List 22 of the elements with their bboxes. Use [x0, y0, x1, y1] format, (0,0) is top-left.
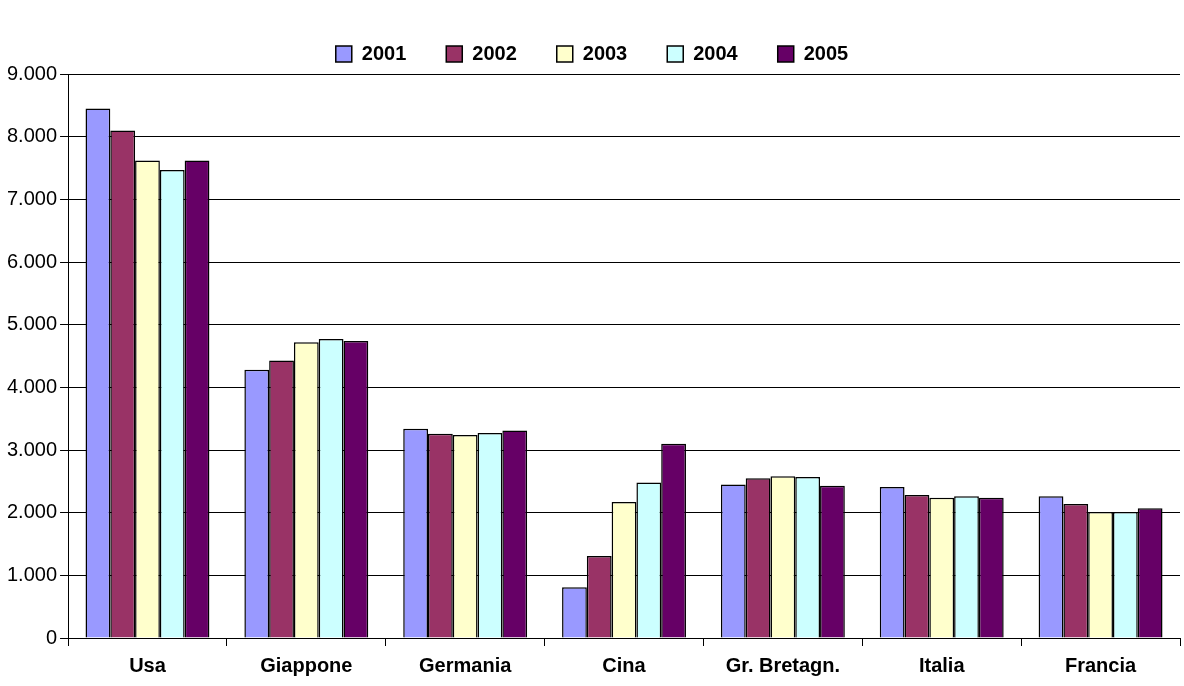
y-tick-label: 2.000 [6, 500, 58, 523]
y-tick-label: 9.000 [6, 61, 58, 84]
y-tick-label: 4.000 [6, 374, 58, 397]
y-tick-label: 7.000 [6, 186, 58, 209]
legend-label: 2001 [361, 41, 407, 64]
x-tick-label: Usa [129, 653, 167, 676]
y-tick-label: 3.000 [6, 437, 58, 460]
legend-label: 2004 [693, 41, 739, 64]
y-tick-label: 8.000 [6, 124, 58, 147]
x-tick-label: Cina [602, 653, 647, 676]
y-tick-label: 5.000 [6, 312, 58, 335]
y-tick-label: 6.000 [6, 249, 58, 272]
legend-label: 2005 [803, 41, 849, 64]
legend-label: 2002 [472, 41, 517, 64]
x-tick-label: Italia [918, 653, 966, 676]
x-tick-label: Francia [1065, 653, 1138, 676]
x-tick-label: Germania [419, 653, 513, 676]
y-tick-label: 1.000 [6, 562, 58, 585]
x-tick-label: Gr. Bretagn. [725, 653, 841, 676]
y-tick-label: 0 [45, 625, 58, 648]
legend-label: 2003 [582, 41, 628, 64]
x-tick-label: Giappone [260, 653, 353, 676]
